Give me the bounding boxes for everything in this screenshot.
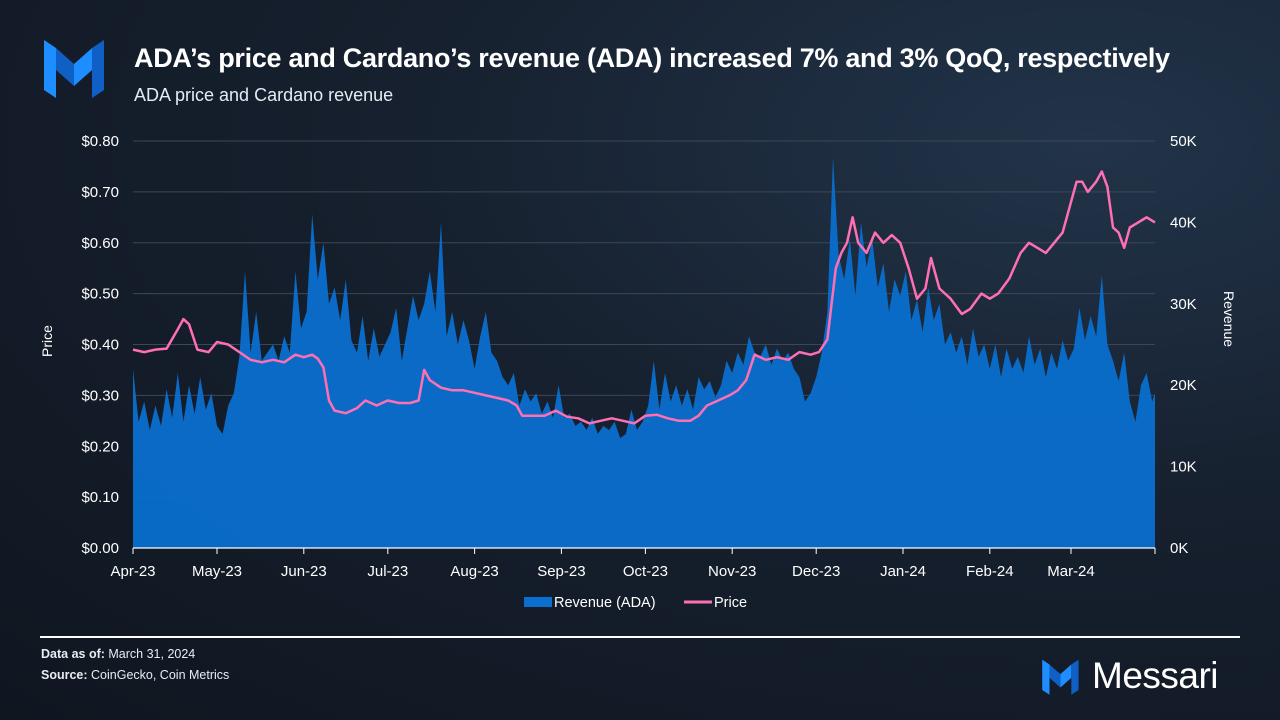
y-left-tick-label: $0.10 bbox=[81, 489, 119, 506]
x-tick-label: Feb-24 bbox=[966, 563, 1014, 580]
x-tick-label: Mar-24 bbox=[1047, 563, 1095, 580]
data-as-of-value: March 31, 2024 bbox=[108, 647, 196, 661]
y-left-tick-label: $0.20 bbox=[81, 438, 119, 455]
y-right-tick-label: 30K bbox=[1170, 296, 1197, 313]
y-left-tick-label: $0.40 bbox=[81, 337, 119, 354]
x-tick-label: Jan-24 bbox=[880, 563, 926, 580]
legend-label-revenue: Revenue (ADA) bbox=[554, 595, 656, 611]
source: Source: CoinGecko, Coin Metrics bbox=[41, 668, 229, 682]
y-left-tick-label: $0.80 bbox=[81, 133, 119, 150]
y-right-tick-label: 0K bbox=[1170, 540, 1188, 557]
x-tick-label: Sep-23 bbox=[537, 563, 585, 580]
x-tick-label: Oct-23 bbox=[623, 563, 668, 580]
source-value: CoinGecko, Coin Metrics bbox=[91, 668, 230, 682]
y-right-tick-label: 50K bbox=[1170, 133, 1197, 150]
x-tick-label: Aug-23 bbox=[450, 563, 498, 580]
price-line bbox=[132, 170, 1156, 425]
y-right-tick-label: 40K bbox=[1170, 214, 1197, 231]
y-right-axis-title: Revenue bbox=[1221, 291, 1237, 347]
legend-swatch-revenue bbox=[524, 597, 552, 607]
chart-subtitle: ADA price and Cardano revenue bbox=[134, 85, 394, 105]
source-label: Source: bbox=[41, 668, 88, 682]
y-left-tick-label: $0.70 bbox=[81, 184, 119, 201]
legend-label-price: Price bbox=[714, 595, 747, 611]
y-left-axis-title: Price bbox=[39, 325, 55, 357]
x-tick-label: Jun-23 bbox=[281, 563, 327, 580]
messari-logo-icon bbox=[44, 40, 104, 98]
messari-brand-icon bbox=[1042, 659, 1079, 695]
x-tick-label: Jul-23 bbox=[367, 563, 408, 580]
y-left-tick-label: $0.00 bbox=[81, 540, 119, 557]
y-right-tick-label: 20K bbox=[1170, 377, 1197, 394]
revenue-area bbox=[133, 157, 1155, 549]
brand-name: Messari bbox=[1092, 655, 1219, 696]
footer-divider bbox=[40, 636, 1240, 638]
x-tick-label: Apr-23 bbox=[110, 563, 155, 580]
y-left-tick-label: $0.30 bbox=[81, 387, 119, 404]
chart: $0.00 $0.10 $0.20 $0.30 $0.40 $0.50 $0.60 $0.70… bbox=[39, 133, 1237, 611]
data-as-of: Data as of: March 31, 2024 bbox=[41, 647, 195, 661]
x-tick-label: Nov-23 bbox=[708, 563, 756, 580]
x-tick-label: Dec-23 bbox=[792, 563, 840, 580]
y-left-tick-label: $0.60 bbox=[81, 235, 119, 252]
x-tick-label: May-23 bbox=[192, 563, 242, 580]
page-title: ADA’s price and Cardano’s revenue (ADA) … bbox=[134, 43, 1170, 73]
data-as-of-label: Data as of: bbox=[41, 647, 105, 661]
y-left-tick-label: $0.50 bbox=[81, 286, 119, 303]
brand: Messari bbox=[1040, 655, 1219, 697]
y-right-tick-label: 10K bbox=[1170, 459, 1197, 476]
